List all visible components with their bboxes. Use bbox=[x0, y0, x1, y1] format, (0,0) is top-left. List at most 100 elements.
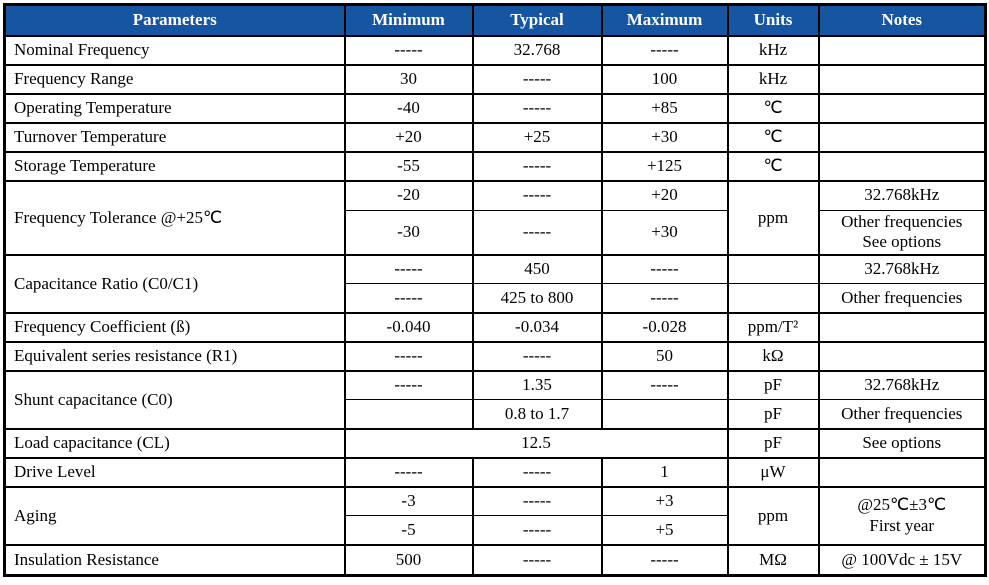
aging-1-max: +3 bbox=[600, 485, 729, 517]
operating-temperature-max: +85 bbox=[600, 93, 729, 124]
shunt-capacitance-2-notes: Other frequencies bbox=[817, 399, 987, 430]
frequency-coefficient-param: Frequency Coefficient (ß) bbox=[3, 311, 346, 343]
insulation-resistance-units: MΩ bbox=[726, 543, 820, 577]
insulation-resistance-param: Insulation Resistance bbox=[3, 543, 346, 577]
aging-1-typ: ----- bbox=[471, 485, 603, 517]
capacitance-ratio-1-notes: 32.768kHz bbox=[817, 253, 987, 285]
row-storage-temperature: Storage Temperature -55 ----- +125 ℃ bbox=[3, 151, 987, 182]
nominal-frequency-param: Nominal Frequency bbox=[3, 35, 346, 66]
storage-temperature-param: Storage Temperature bbox=[3, 151, 346, 182]
row-aging-1: Aging -3 ----- +3 ppm @25℃±3℃ First year bbox=[3, 485, 987, 546]
turnover-temperature-max: +30 bbox=[600, 122, 729, 153]
shunt-capacitance-param: Shunt capacitance (C0) bbox=[3, 369, 346, 430]
row-frequency-coefficient: Frequency Coefficient (ß) -0.040 -0.034 … bbox=[3, 311, 987, 343]
turnover-temperature-param: Turnover Temperature bbox=[3, 122, 346, 153]
drive-level-units: μW bbox=[726, 456, 820, 488]
storage-temperature-units: ℃ bbox=[726, 151, 820, 182]
frequency-coefficient-max: -0.028 bbox=[600, 311, 729, 343]
column-header-units: Units bbox=[726, 4, 820, 37]
frequency-tolerance-units: ppm bbox=[726, 180, 820, 256]
capacitance-ratio-2-typ: 425 to 800 bbox=[471, 283, 603, 314]
drive-level-min: ----- bbox=[343, 456, 474, 488]
shunt-capacitance-1-typ: 1.35 bbox=[471, 369, 603, 401]
aging-2-max: +5 bbox=[600, 515, 729, 546]
nominal-frequency-min: ----- bbox=[343, 35, 474, 66]
insulation-resistance-typ: ----- bbox=[471, 543, 603, 577]
equivalent-series-resistance-min: ----- bbox=[343, 340, 474, 372]
equivalent-series-resistance-units: kΩ bbox=[726, 340, 820, 372]
row-equivalent-series-resistance: Equivalent series resistance (R1) ----- … bbox=[3, 340, 987, 372]
aging-2-min: -5 bbox=[343, 515, 474, 546]
shunt-capacitance-2-max bbox=[600, 399, 729, 430]
row-frequency-range: Frequency Range 30 ----- 100 kHz bbox=[3, 64, 987, 95]
frequency-tolerance-1-notes: 32.768kHz bbox=[817, 180, 987, 211]
shunt-capacitance-1-notes: 32.768kHz bbox=[817, 369, 987, 401]
operating-temperature-param: Operating Temperature bbox=[3, 93, 346, 124]
aging-2-typ: ----- bbox=[471, 515, 603, 546]
drive-level-max: 1 bbox=[600, 456, 729, 488]
shunt-capacitance-1-max: ----- bbox=[600, 369, 729, 401]
shunt-capacitance-2-units: pF bbox=[726, 399, 820, 430]
row-insulation-resistance: Insulation Resistance 500 ----- ----- MΩ… bbox=[3, 543, 987, 577]
load-capacitance-notes: See options bbox=[817, 427, 987, 459]
column-header-maximum: Maximum bbox=[600, 4, 729, 37]
frequency-range-units: kHz bbox=[726, 64, 820, 95]
specification-table: Parameters Minimum Typical Maximum Units… bbox=[3, 3, 987, 578]
load-capacitance-units: pF bbox=[726, 427, 820, 459]
operating-temperature-units: ℃ bbox=[726, 93, 820, 124]
capacitance-ratio-1-min: ----- bbox=[343, 253, 474, 285]
row-operating-temperature: Operating Temperature -40 ----- +85 ℃ bbox=[3, 93, 987, 124]
frequency-coefficient-typ: -0.034 bbox=[471, 311, 603, 343]
operating-temperature-min: -40 bbox=[343, 93, 474, 124]
row-drive-level: Drive Level ----- ----- 1 μW bbox=[3, 456, 987, 488]
nominal-frequency-typ: 32.768 bbox=[471, 35, 603, 66]
nominal-frequency-notes bbox=[817, 35, 987, 66]
equivalent-series-resistance-notes bbox=[817, 340, 987, 372]
insulation-resistance-min: 500 bbox=[343, 543, 474, 577]
column-header-minimum: Minimum bbox=[343, 4, 474, 37]
frequency-tolerance-2-typ: ----- bbox=[471, 209, 603, 256]
capacitance-ratio-2-notes: Other frequencies bbox=[817, 283, 987, 314]
drive-level-notes bbox=[817, 456, 987, 488]
capacitance-ratio-2-units bbox=[726, 283, 820, 314]
frequency-tolerance-2-max: +30 bbox=[600, 209, 729, 256]
frequency-range-typ: ----- bbox=[471, 64, 603, 95]
shunt-capacitance-1-min: ----- bbox=[343, 369, 474, 401]
aging-notes: @25℃±3℃ First year bbox=[817, 485, 987, 546]
turnover-temperature-notes bbox=[817, 122, 987, 153]
capacitance-ratio-1-typ: 450 bbox=[471, 253, 603, 285]
frequency-tolerance-2-min: -30 bbox=[343, 209, 474, 256]
equivalent-series-resistance-max: 50 bbox=[600, 340, 729, 372]
shunt-capacitance-2-min bbox=[343, 399, 474, 430]
capacitance-ratio-1-max: ----- bbox=[600, 253, 729, 285]
frequency-range-min: 30 bbox=[343, 64, 474, 95]
row-capacitance-ratio-1: Capacitance Ratio (C0/C1) ----- 450 ----… bbox=[3, 253, 987, 314]
row-nominal-frequency: Nominal Frequency ----- 32.768 ----- kHz bbox=[3, 35, 987, 66]
frequency-coefficient-notes bbox=[817, 311, 987, 343]
operating-temperature-typ: ----- bbox=[471, 93, 603, 124]
frequency-range-notes bbox=[817, 64, 987, 95]
turnover-temperature-typ: +25 bbox=[471, 122, 603, 153]
row-frequency-tolerance-1: Frequency Tolerance @+25℃ -20 ----- +20 … bbox=[3, 180, 987, 256]
turnover-temperature-min: +20 bbox=[343, 122, 474, 153]
nominal-frequency-units: kHz bbox=[726, 35, 820, 66]
row-frequency-tolerance-2: -30 ----- +30 Other frequencies See opti… bbox=[5, 209, 987, 256]
nominal-frequency-max: ----- bbox=[600, 35, 729, 66]
frequency-tolerance-1-max: +20 bbox=[600, 180, 729, 211]
equivalent-series-resistance-typ: ----- bbox=[471, 340, 603, 372]
frequency-tolerance-1-min: -20 bbox=[343, 180, 474, 211]
row-capacitance-ratio-2: ----- 425 to 800 ----- Other frequencies bbox=[5, 283, 987, 314]
storage-temperature-max: +125 bbox=[600, 151, 729, 182]
row-shunt-capacitance-1: Shunt capacitance (C0) ----- 1.35 ----- … bbox=[3, 369, 987, 430]
capacitance-ratio-param: Capacitance Ratio (C0/C1) bbox=[3, 253, 346, 314]
aging-units: ppm bbox=[726, 485, 820, 546]
capacitance-ratio-2-max: ----- bbox=[600, 283, 729, 314]
table-header-row: Parameters Minimum Typical Maximum Units… bbox=[3, 4, 987, 37]
shunt-capacitance-1-units: pF bbox=[726, 369, 820, 401]
row-load-capacitance: Load capacitance (CL) 12.5 pF See option… bbox=[3, 427, 987, 459]
column-header-typical: Typical bbox=[471, 4, 603, 37]
frequency-coefficient-units: ppm/T² bbox=[726, 311, 820, 343]
frequency-tolerance-param: Frequency Tolerance @+25℃ bbox=[3, 180, 346, 256]
storage-temperature-min: -55 bbox=[343, 151, 474, 182]
